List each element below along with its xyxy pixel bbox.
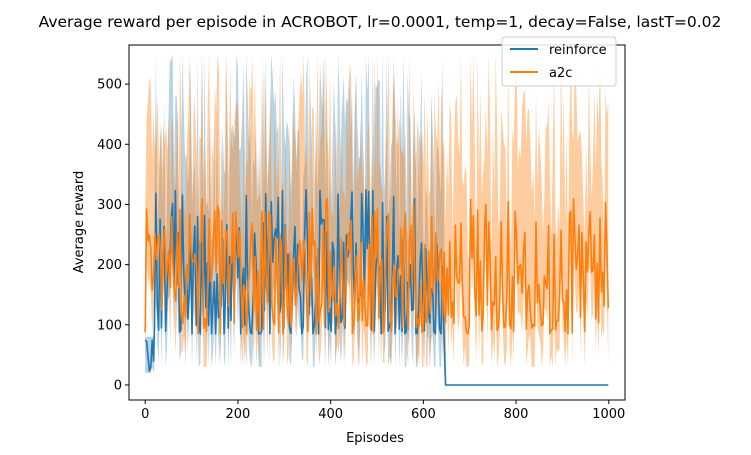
series-lines [144, 188, 610, 386]
x-tick-label: 400 [318, 407, 343, 422]
x-axis-ticks: 0 200 400 600 800 1000 [141, 400, 625, 422]
y-tick-label: 500 [97, 78, 122, 93]
legend: reinforce a2c [501, 36, 617, 87]
x-tick-label: 200 [226, 407, 251, 422]
legend-label-a2c: a2c [549, 66, 572, 81]
y-tick-label: 400 [97, 138, 122, 153]
x-tick-label: 0 [141, 407, 149, 422]
x-tick-label: 800 [504, 407, 529, 422]
line-a2c [144, 197, 610, 335]
x-axis-label: Episodes [346, 431, 404, 446]
plot-frame [128, 44, 626, 401]
y-tick-label: 0 [114, 378, 122, 393]
legend-label-reinforce: reinforce [549, 43, 607, 58]
y-tick-label: 100 [97, 318, 122, 333]
y-axis-label: Average reward [72, 171, 87, 274]
y-tick-label: 200 [97, 258, 122, 273]
chart-title: Average reward per episode in ACROBOT, l… [39, 13, 722, 31]
line-reinforce [144, 188, 609, 386]
x-tick-label: 1000 [592, 407, 625, 422]
y-tick-label: 300 [97, 198, 122, 213]
y-axis-ticks: 0 100 200 300 400 500 [97, 78, 129, 393]
x-tick-label: 600 [411, 407, 436, 422]
